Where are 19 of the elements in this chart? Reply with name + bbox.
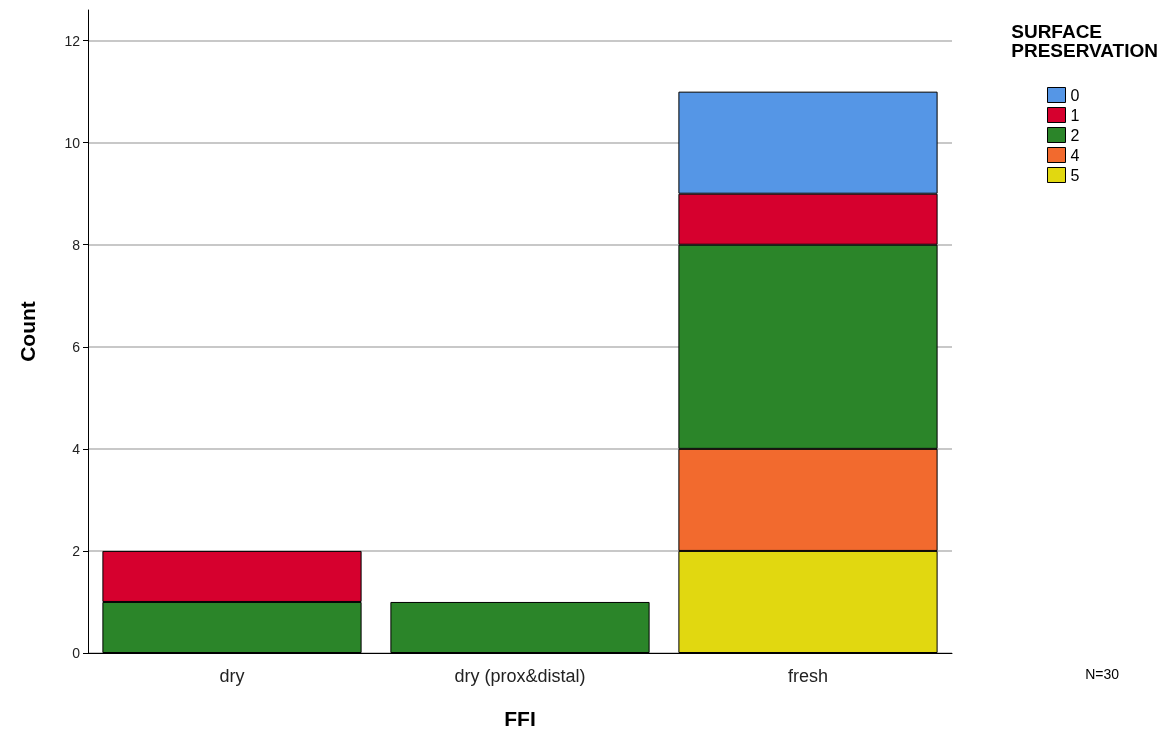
y-tick-label: 10 (64, 134, 81, 151)
x-tick-label: dry (prox&distal) (454, 666, 586, 686)
legend-label: 5 (1070, 166, 1080, 184)
y-tick-label: 12 (64, 32, 81, 49)
legend-label: 4 (1070, 146, 1080, 164)
text: N=30 (1085, 666, 1120, 682)
x-tick-label: dry (219, 666, 245, 686)
x-tick-label: fresh (787, 666, 829, 686)
x-axis-title: FFI (504, 707, 536, 730)
y-tick-label: 4 (72, 440, 81, 457)
legend-label: 0 (1070, 86, 1080, 104)
legend-label: 2 (1070, 126, 1080, 144)
y-tick-label: 6 (72, 338, 81, 355)
y-tick-label: 0 (72, 645, 81, 661)
legend-label: 1 (1070, 106, 1080, 124)
y-axis-title: Count (16, 301, 39, 362)
y-tick-label: 8 (72, 236, 81, 253)
legend-title: SURFACE PRESERVATION (1011, 21, 1158, 61)
y-tick-label: 2 (72, 542, 81, 559)
